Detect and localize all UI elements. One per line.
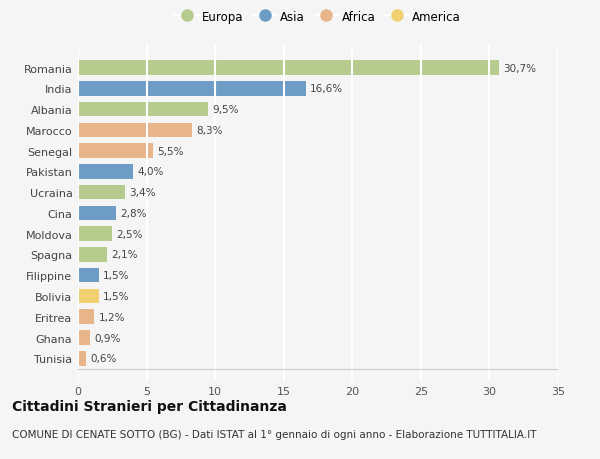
Bar (78, 185, 125, 200)
Bar (78, 289, 98, 303)
Bar (78, 102, 208, 117)
Text: 5,5%: 5,5% (158, 146, 184, 156)
Bar (78, 227, 112, 241)
Bar (78, 269, 98, 283)
Text: 1,5%: 1,5% (103, 291, 129, 301)
Bar (78, 123, 192, 138)
Text: 2,5%: 2,5% (116, 229, 143, 239)
Text: COMUNE DI CENATE SOTTO (BG) - Dati ISTAT al 1° gennaio di ogni anno - Elaborazio: COMUNE DI CENATE SOTTO (BG) - Dati ISTAT… (12, 429, 536, 439)
Bar (78, 82, 305, 96)
Bar (78, 330, 91, 345)
Text: 1,5%: 1,5% (103, 271, 129, 280)
Text: 16,6%: 16,6% (310, 84, 343, 94)
Text: 3,4%: 3,4% (129, 188, 155, 198)
Bar (78, 144, 154, 158)
Bar (78, 61, 499, 76)
Bar (78, 247, 107, 262)
Text: 0,9%: 0,9% (94, 333, 121, 343)
Bar (78, 206, 116, 221)
Text: 0,6%: 0,6% (91, 353, 117, 364)
Text: 2,8%: 2,8% (121, 208, 147, 218)
Text: Cittadini Stranieri per Cittadinanza: Cittadini Stranieri per Cittadinanza (12, 399, 287, 413)
Text: 1,2%: 1,2% (98, 312, 125, 322)
Legend: Europa, Asia, Africa, America: Europa, Asia, Africa, America (173, 8, 463, 26)
Bar (78, 165, 133, 179)
Text: 8,3%: 8,3% (196, 126, 223, 135)
Text: 30,7%: 30,7% (503, 63, 536, 73)
Text: 2,1%: 2,1% (111, 250, 137, 260)
Text: 9,5%: 9,5% (212, 105, 239, 115)
Bar (78, 310, 94, 325)
Bar (78, 351, 86, 366)
Text: 4,0%: 4,0% (137, 167, 163, 177)
